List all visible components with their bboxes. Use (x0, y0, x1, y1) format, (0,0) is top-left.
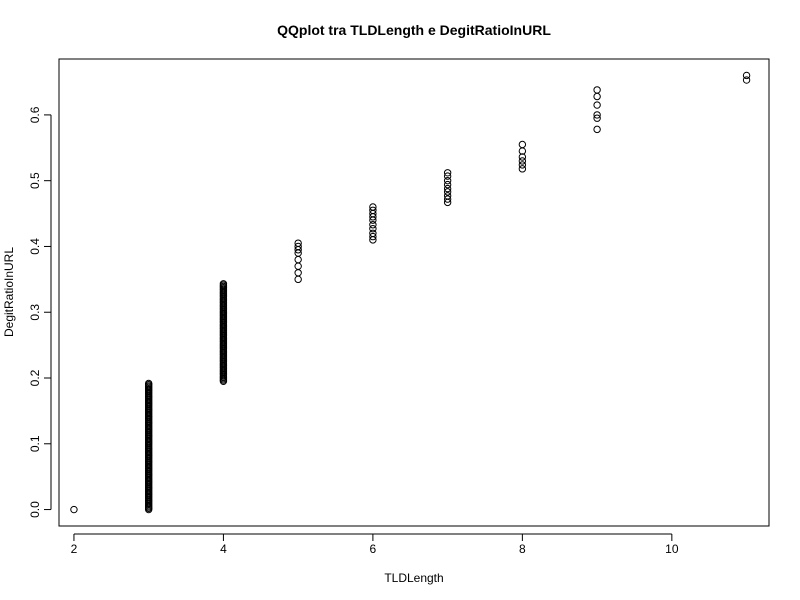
data-point (518, 161, 527, 169)
data-point (294, 239, 302, 247)
data-point (294, 269, 302, 277)
data-point (369, 229, 377, 238)
data-point (518, 157, 527, 165)
data-point (294, 242, 302, 251)
data-point (742, 71, 751, 80)
data-point (369, 232, 377, 241)
data-point (593, 125, 601, 134)
data-point (369, 203, 377, 211)
data-point (443, 188, 452, 196)
x-tick-label: 10 (665, 542, 679, 556)
plot-frame (58, 58, 770, 527)
y-tick-label: 0.5 (28, 172, 42, 189)
data-point (443, 172, 452, 180)
data-point (70, 505, 78, 514)
data-point (369, 206, 377, 214)
y-tick-label: 0.3 (28, 304, 42, 321)
data-point (593, 101, 601, 109)
data-point (518, 165, 527, 173)
x-axis-label: TLDLength (384, 571, 443, 585)
x-tick-label: 4 (220, 542, 227, 556)
y-tick-label: 0.0 (28, 501, 42, 518)
data-points (70, 71, 751, 514)
y-tick-label: 0.6 (28, 106, 42, 123)
data-point (443, 180, 452, 189)
y-axis: 0.0 0.1 0.2 0.3 0.4 0.5 0.6 (28, 106, 52, 518)
data-point (294, 275, 302, 284)
data-point (369, 224, 377, 233)
data-point (443, 169, 452, 177)
data-point (518, 140, 527, 149)
chart-title: QQplot tra TLDLength e DegitRatioInURL (277, 22, 551, 38)
y-tick-label: 0.1 (28, 435, 42, 452)
y-axis-label: DegitRatioInURL (2, 247, 16, 337)
x-tick-label: 2 (71, 542, 78, 556)
data-point (742, 76, 751, 84)
data-point (144, 379, 153, 388)
y-tick-label: 0.4 (28, 238, 42, 255)
x-axis: 2 4 6 8 10 (71, 533, 679, 556)
data-point (443, 176, 452, 185)
data-point (219, 280, 228, 288)
data-point (443, 195, 452, 203)
data-point (294, 255, 302, 264)
y-tick-label: 0.2 (28, 369, 42, 386)
x-tick-label: 6 (370, 542, 377, 556)
data-point (369, 221, 377, 229)
data-point (593, 92, 601, 101)
data-point (443, 184, 452, 193)
data-point (294, 262, 302, 270)
data-point (593, 86, 601, 94)
data-point (593, 111, 601, 119)
data-point (593, 114, 601, 122)
data-point (443, 192, 452, 200)
x-tick-label: 8 (519, 542, 526, 556)
